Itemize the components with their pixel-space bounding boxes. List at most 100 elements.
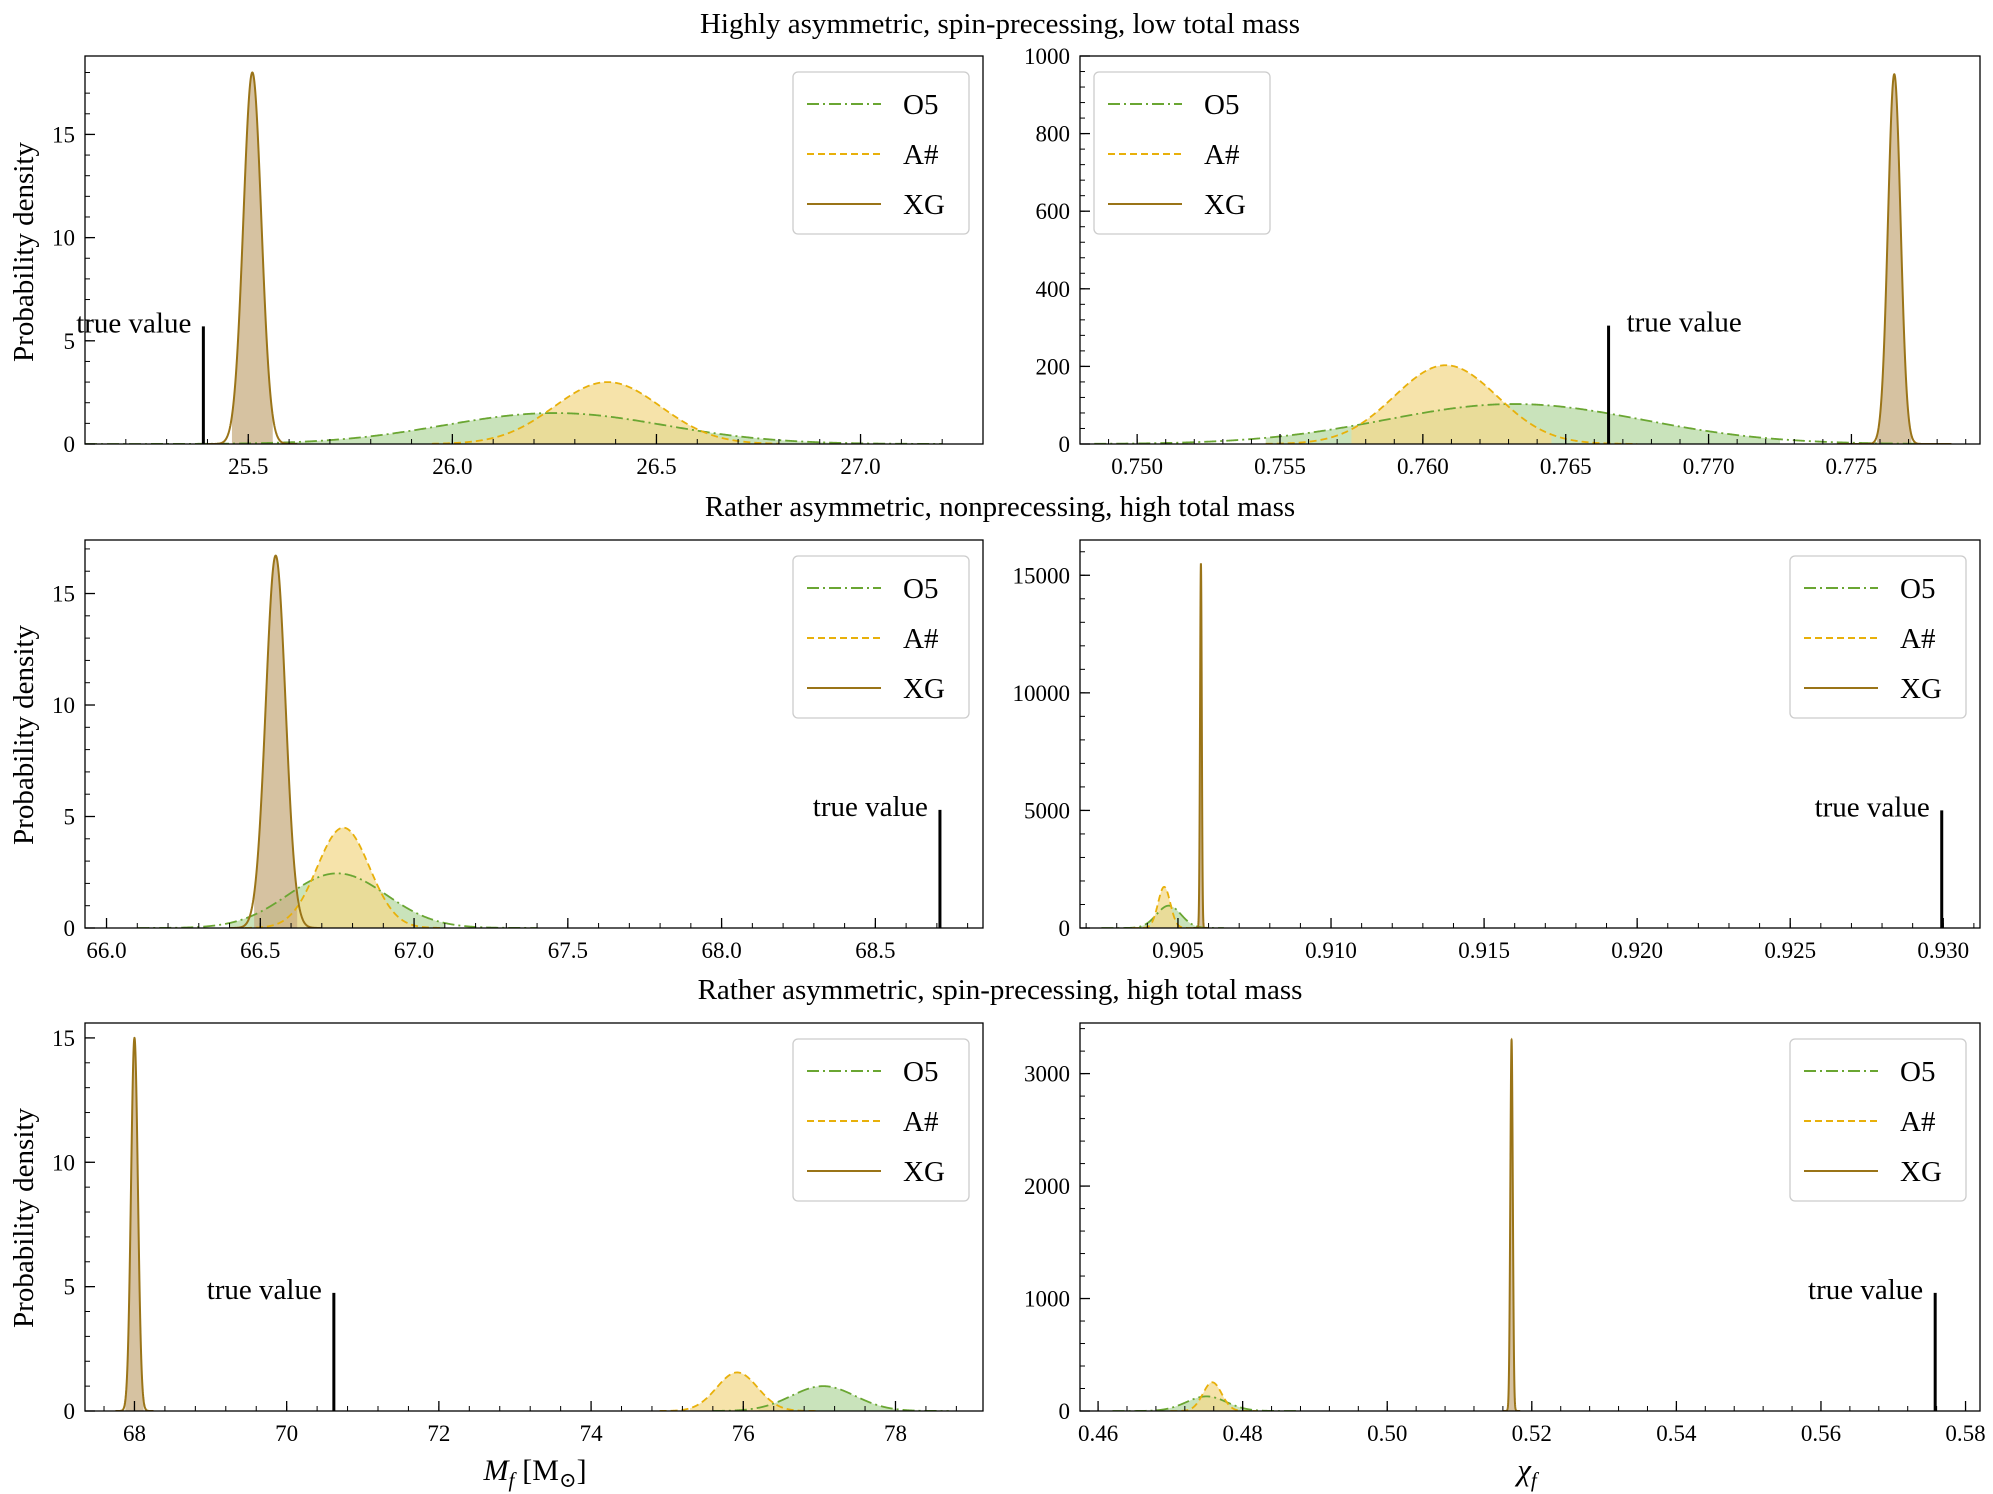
xlabel-left: Mf [M⊙] <box>482 1454 586 1492</box>
x-tick-label: 74 <box>580 1421 604 1446</box>
panel-top-left: true value 25.5 26.0 26.5 27.0 0 5 10 15 O5 A# XG <box>52 55 984 479</box>
curve-asharp <box>1265 364 1638 444</box>
legend-label-xg: XG <box>903 1156 945 1188</box>
curve-asharp <box>659 1371 820 1411</box>
x-tick-label: 0.58 <box>1945 1421 1985 1446</box>
y-tick-label: 2000 <box>1024 1174 1070 1199</box>
plot-area <box>1101 563 1224 928</box>
x-tick-label: 0.925 <box>1764 938 1816 963</box>
x-tick-label: 26.5 <box>636 454 676 479</box>
legend-label-xg: XG <box>1900 1156 1942 1188</box>
x-tick-label: 68.0 <box>701 938 741 963</box>
true-value-label: true value <box>813 791 928 823</box>
panel-middle-right: true value 0.905 0.910 0.915 0.920 0.925 0.930… <box>1013 539 1981 963</box>
legend-label-xg: XG <box>1900 673 1942 705</box>
x-tick-label: 0.770 <box>1683 454 1735 479</box>
y-tick-label: 10 <box>52 1150 75 1175</box>
area-asharp <box>690 1372 789 1411</box>
x-tick-label: 67.0 <box>394 938 434 963</box>
y-tick-label: 200 <box>1036 354 1071 379</box>
y-tick-label: 15 <box>52 582 75 607</box>
x-tick-label: 0.750 <box>1111 454 1163 479</box>
y-tick-label: 800 <box>1036 122 1071 147</box>
y-tick-label: 0 <box>64 432 76 457</box>
legend-box <box>1093 71 1271 235</box>
x-tick-label: 0.48 <box>1223 1421 1263 1446</box>
legend-label-o5: O5 <box>903 89 938 121</box>
true-value-label: true value <box>1627 307 1742 339</box>
curve-o5 <box>1094 403 1923 444</box>
legend-label-o5: O5 <box>903 1056 938 1088</box>
area-asharp <box>1351 365 1552 444</box>
x-tick-label: 70 <box>275 1421 298 1446</box>
x-tick-label: 26.0 <box>432 454 472 479</box>
x-tick-label: 0.920 <box>1611 938 1663 963</box>
xlabel-left-close: ] <box>577 1454 587 1487</box>
x-tick-label: 67.5 <box>548 938 588 963</box>
area-xg <box>125 1037 144 1411</box>
y-tick-label: 5 <box>64 1275 76 1300</box>
y-tick-label: 15 <box>52 122 75 147</box>
y-tick-label: 0 <box>64 1399 76 1424</box>
area-xg <box>231 72 273 444</box>
y-tick-label: 10 <box>52 226 75 251</box>
y-tick-label: 5000 <box>1024 798 1070 823</box>
panel-bottom-right: true value 0.46 0.48 0.50 0.52 0.54 0.56 0.58 0 1… <box>1024 1022 1986 1446</box>
legend-label-asharp: A# <box>903 1106 938 1138</box>
x-tick-label: 0.905 <box>1152 938 1204 963</box>
ylabel-row-2: Probability density <box>8 625 40 845</box>
legend-label-xg: XG <box>1204 189 1246 221</box>
y-tick-label: 1000 <box>1024 1287 1070 1312</box>
legend: O5 A# XG <box>792 71 970 235</box>
y-tick-label: 5 <box>64 329 76 354</box>
legend: O5 A# XG <box>792 555 970 719</box>
true-value-label: true value <box>76 307 191 339</box>
curve-xg <box>229 554 322 928</box>
x-tick-label: 76 <box>732 1421 755 1446</box>
legend-box <box>792 71 970 235</box>
legend-box <box>1789 1038 1967 1202</box>
curve-xg <box>1193 563 1209 928</box>
legend-box <box>792 1038 970 1202</box>
legend-label-asharp: A# <box>1900 1106 1935 1138</box>
true-value-label: true value <box>1808 1274 1923 1306</box>
legend-label-xg: XG <box>903 673 945 705</box>
plot-area <box>1094 73 1952 444</box>
x-tick-label: 0.46 <box>1078 1421 1118 1446</box>
y-tick-label: 0 <box>1059 916 1071 941</box>
area-asharp <box>1147 886 1185 928</box>
x-tick-label: 0.56 <box>1801 1421 1841 1446</box>
x-tick-label: 72 <box>427 1421 450 1446</box>
row-title-1: Highly asymmetric, spin-precessing, low … <box>700 8 1300 40</box>
x-tick-label: 0.765 <box>1540 454 1592 479</box>
x-tick-label: 0.54 <box>1656 1421 1697 1446</box>
legend-label-o5: O5 <box>1900 1056 1935 1088</box>
y-tick-label: 0 <box>1059 432 1071 457</box>
curve-xg <box>207 71 298 444</box>
x-tick-label: 68.5 <box>855 938 895 963</box>
x-tick-label: 25.5 <box>228 454 268 479</box>
y-tick-label: 400 <box>1036 277 1071 302</box>
xlabel-right-main: χ <box>1514 1452 1532 1487</box>
xlabel-right: χf <box>1514 1452 1540 1492</box>
panel-top-right: true value 0.750 0.755 0.760 0.765 0.770 0.775… <box>1024 44 1981 479</box>
axes-frame <box>1079 539 1981 929</box>
legend: O5 A# XG <box>1789 1038 1967 1202</box>
xlabel-left-main: M <box>482 1454 510 1487</box>
plot-area <box>137 554 538 928</box>
curve-o5 <box>712 1385 949 1411</box>
axes-frame <box>84 539 984 929</box>
area-asharp <box>1184 1382 1240 1411</box>
axes-frame <box>1079 1022 1981 1412</box>
true-value-label: true value <box>1815 791 1930 823</box>
legend-label-asharp: A# <box>903 139 938 171</box>
legend-label-asharp: A# <box>1900 623 1935 655</box>
x-tick-label: 0.915 <box>1458 938 1510 963</box>
legend-label-o5: O5 <box>1204 89 1239 121</box>
legend-label-o5: O5 <box>1900 573 1935 605</box>
curve-asharp <box>244 826 445 928</box>
area-xg <box>1196 563 1206 928</box>
panel-middle-left: true value 66.0 66.5 67.0 67.5 68.0 68.5 0 5 10 15… <box>52 539 984 963</box>
